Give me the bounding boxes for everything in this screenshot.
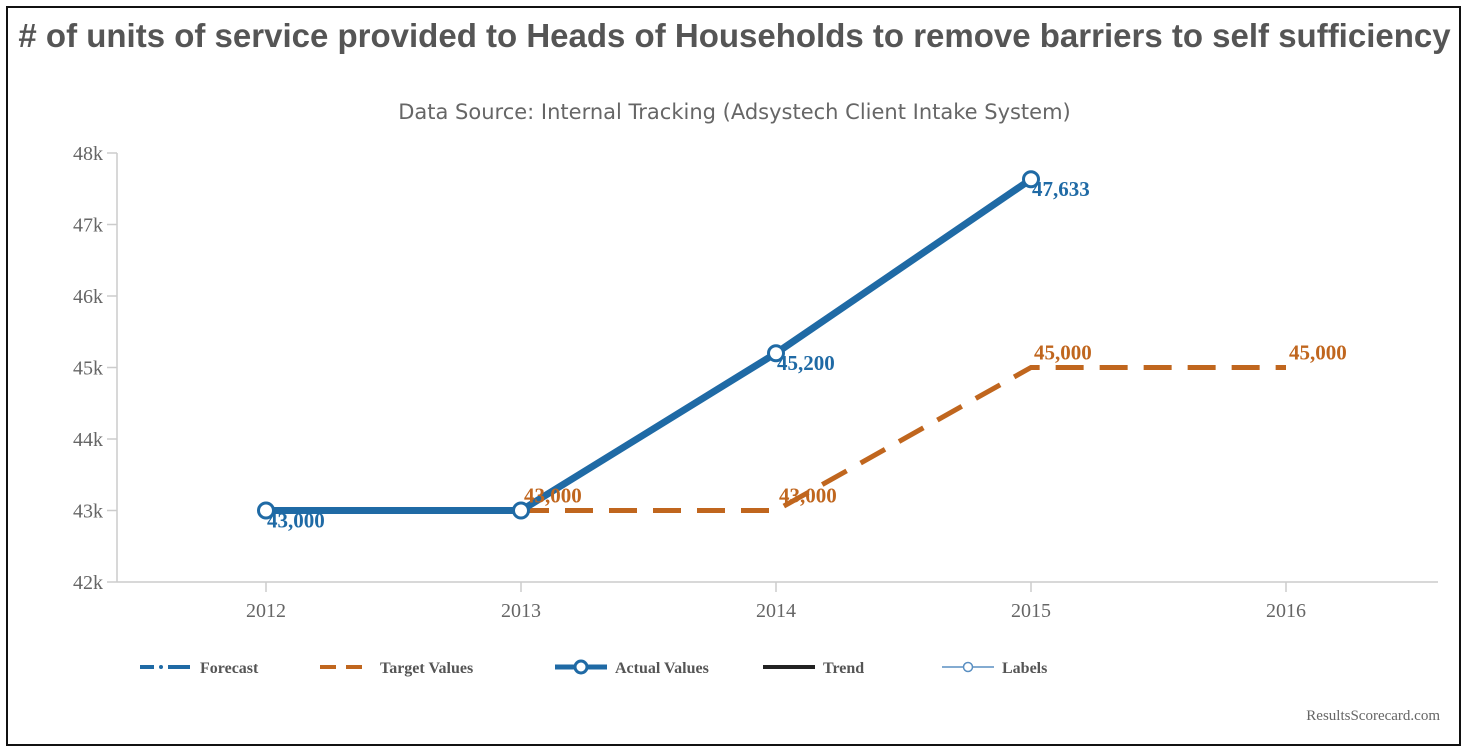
x-tick-label: 2016 [1266,600,1306,622]
actual-values-point [257,501,275,520]
legend-label: Trend [823,660,864,677]
target-data-label: 43,000 [779,484,837,508]
chart-svg: 42k 43k 44k 45k 46k 47k 48k 2012 2013 2014 2015 201… [73,143,1440,724]
y-tick-label: 47k [73,215,103,237]
x-tick-label: 2013 [501,600,541,622]
actual-data-label: 47,633 [1032,177,1090,201]
target-data-label: 45,000 [1034,341,1092,365]
chart-title-text: # of units of service provided to Heads … [18,17,1451,54]
actual-data-label: 45,200 [777,351,835,375]
x-tick-label: 2014 [756,600,796,622]
legend-label: Target Values [380,660,473,677]
target-data-label: 45,000 [1289,341,1347,365]
credit-text: ResultsScorecard.com [1306,708,1440,724]
legend-label: Labels [1002,660,1047,677]
y-tick-label: 48k [73,143,103,165]
y-tick-label: 42k [73,572,103,594]
legend-forecast-dot [159,665,163,669]
actual-values-point [1022,170,1040,189]
actual-data-label: 43,000 [267,509,325,533]
y-tick-label: 45k [73,358,103,380]
legend-label: Actual Values [615,660,709,677]
target-values-line [521,365,1286,513]
y-tick-label: 44k [73,429,103,451]
legend-label: Forecast [200,660,259,677]
legend-labels-marker [962,661,974,673]
y-tick-label: 43k [73,501,103,523]
x-tick-label: 2012 [246,600,286,622]
y-tick-label: 46k [73,286,103,308]
legend-actual-marker [573,659,589,675]
x-tick-label: 2015 [1011,600,1051,622]
actual-values-point [767,344,785,363]
target-data-label: 43,000 [524,484,582,508]
actual-values-point [512,501,530,520]
chart-subtitle: Data Source: Internal Tracking (Adsystec… [398,100,1071,124]
chart-title: # of units of service provided to Heads … [0,18,1469,54]
actual-values-line [266,176,1033,514]
